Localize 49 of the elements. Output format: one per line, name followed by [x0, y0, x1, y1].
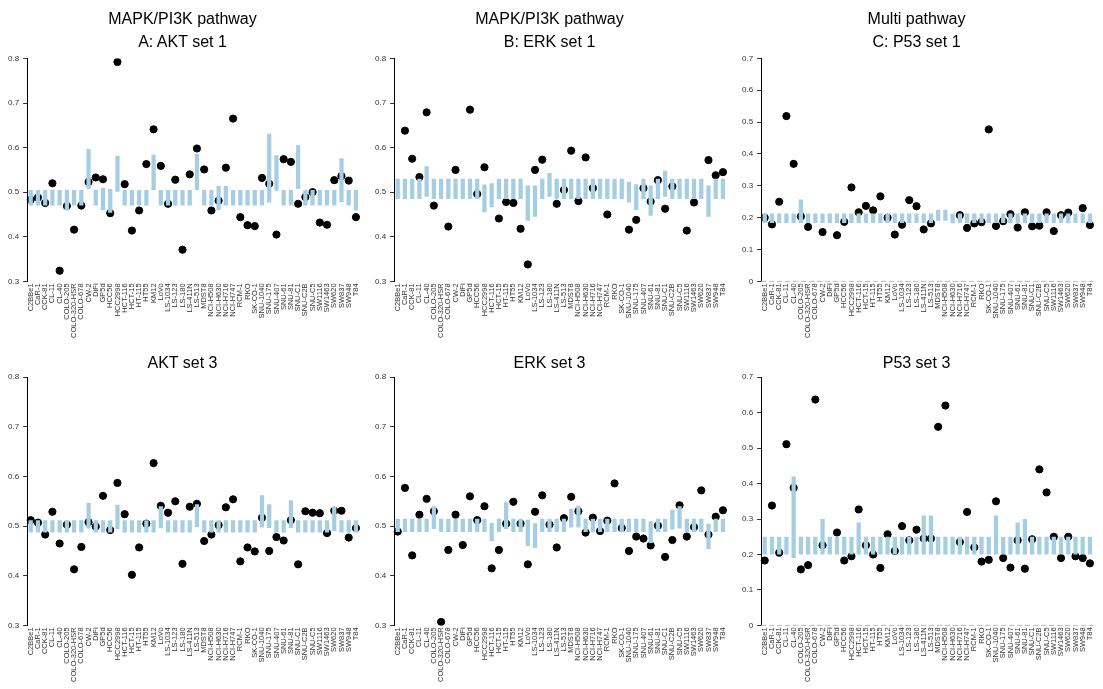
y-tick-label: 0.5 [8, 187, 20, 197]
y-tick-label: 0.6 [375, 142, 387, 152]
y-tick-label: 0.3 [742, 181, 754, 191]
y-tick-label: 0.8 [375, 372, 387, 382]
y-tick-label: 0.6 [375, 471, 387, 481]
y-tick-label: 0.1 [742, 585, 754, 595]
y-tick-label: 0 [748, 276, 754, 286]
y-tick-label: 0.4 [375, 232, 387, 241]
chart-title: ERK set 3 [513, 354, 586, 372]
y-tick-label: 0.3 [375, 276, 387, 286]
chart-subtitle: B: ERK set 1 [503, 33, 596, 51]
y-tick-label: 0.2 [742, 549, 754, 559]
chart-title: MAPK/PI3K pathway [108, 10, 257, 28]
chart-title: Multi pathway [867, 10, 966, 28]
y-tick-label: 0.4 [8, 570, 20, 580]
y-tick-label: 0.5 [375, 187, 387, 197]
y-tick-label: 0.6 [8, 471, 20, 481]
chart-subtitle: A: AKT set 1 [138, 33, 227, 51]
y-tick-label: 0.3 [742, 514, 754, 524]
y-tick-label: 0.4 [375, 570, 387, 580]
y-tick-label: 0.8 [8, 372, 20, 382]
y-tick-label: 0.4 [742, 478, 754, 488]
y-tick-label: 0.3 [8, 276, 20, 286]
y-tick-label: 0.5 [8, 521, 20, 531]
y-tick-label: 0.7 [8, 422, 20, 432]
y-tick-label: 0 [748, 620, 754, 630]
y-tick-label: 0.7 [742, 53, 754, 63]
y-tick-label: 0.7 [8, 98, 20, 108]
y-tick-label: 0.3 [8, 620, 20, 630]
y-tick-label: 0.5 [742, 117, 754, 127]
y-tick-label: 0.6 [742, 85, 754, 95]
y-tick-label: 0.7 [375, 422, 387, 432]
y-tick-label: 0.5 [742, 443, 754, 453]
y-tick-label: 0.7 [375, 98, 387, 108]
y-tick-label: 0.4 [8, 232, 20, 241]
y-tick-label: 0.2 [742, 212, 754, 222]
y-tick-label: 0.8 [8, 53, 20, 63]
y-tick-label: 0.6 [8, 142, 20, 152]
y-tick-label: 0.6 [742, 407, 754, 417]
y-tick-label: 0.3 [375, 620, 387, 630]
y-tick-label: 0.5 [375, 521, 387, 531]
y-tick-label: 0.4 [742, 149, 754, 159]
y-tick-label: 0.8 [375, 53, 387, 63]
chart-title: AKT set 3 [147, 354, 218, 372]
chart-title: P53 set 3 [882, 354, 951, 372]
chart-subtitle: C: P53 set 1 [872, 33, 961, 51]
chart-title: MAPK/PI3K pathway [475, 10, 624, 28]
y-tick-label: 0.7 [742, 372, 754, 382]
y-tick-label: 0.1 [742, 244, 754, 254]
